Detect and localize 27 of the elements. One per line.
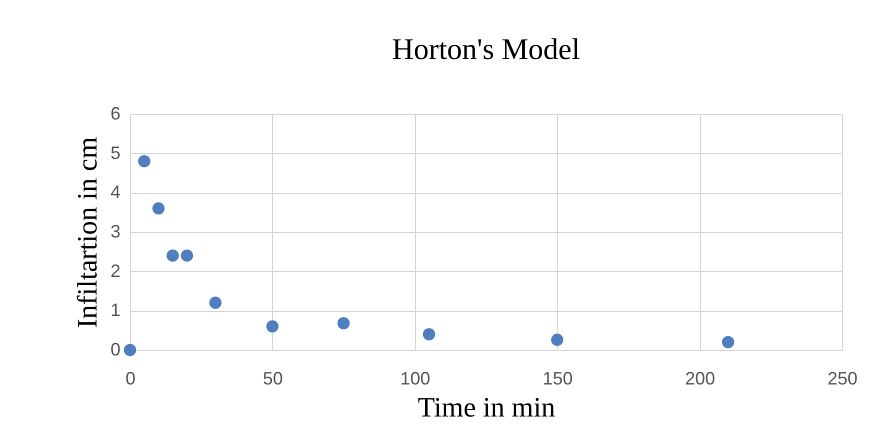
point xyxy=(337,317,350,330)
x-tick-label: 0 xyxy=(125,368,136,388)
x-tick-label: 200 xyxy=(685,368,716,388)
y-tick-label: 3 xyxy=(110,222,120,242)
y-tick-label: 2 xyxy=(110,260,120,281)
y-tick-label: 4 xyxy=(110,182,120,202)
y-axis-title: Infiltartion in cm xyxy=(72,136,104,328)
point xyxy=(152,202,165,215)
x-tick-label: 150 xyxy=(542,368,573,388)
point xyxy=(124,344,136,356)
point xyxy=(722,336,734,348)
chart-title: Horton's Model xyxy=(392,33,580,66)
x-tick-label: 250 xyxy=(827,368,858,388)
x-tick-label: 100 xyxy=(400,368,430,388)
y-tick-label: 1 xyxy=(110,300,120,320)
y-tick-label: 0 xyxy=(110,340,120,360)
x-axis-title: Time in min xyxy=(418,392,556,424)
point xyxy=(138,155,150,168)
point xyxy=(266,320,279,333)
point xyxy=(166,249,179,262)
point xyxy=(180,249,194,262)
y-tick-label: 6 xyxy=(110,104,120,124)
y-tick-label: 5 xyxy=(110,142,120,163)
point xyxy=(209,296,222,309)
point xyxy=(422,328,436,340)
point xyxy=(551,334,564,346)
x-tick-label: 50 xyxy=(262,368,283,388)
